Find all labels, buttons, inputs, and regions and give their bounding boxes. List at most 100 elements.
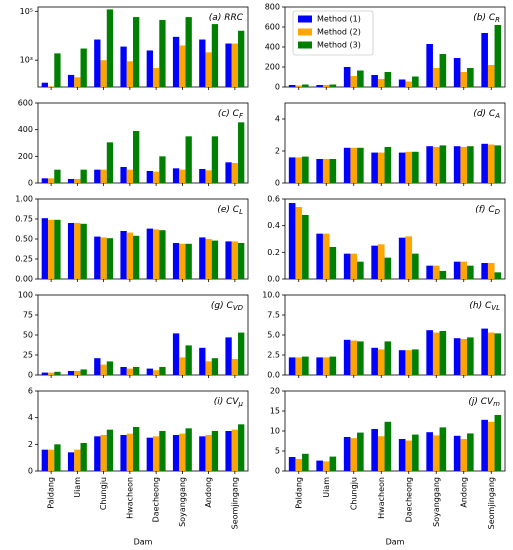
y-tick-label: 200 (18, 152, 33, 161)
bar (377, 152, 385, 183)
bar (133, 235, 140, 279)
y-tick-label: 100 (18, 291, 33, 300)
y-tick-label: 0.4 (267, 221, 280, 230)
panel-title-sub: VL (491, 304, 500, 312)
legend-swatch (298, 28, 312, 36)
bar (238, 243, 245, 279)
bar (211, 240, 219, 279)
legend-label: Method (2) (317, 28, 361, 37)
plot-frame (37, 6, 249, 88)
y-tick-label: 600 (18, 99, 33, 108)
y-tick-label: 0.2 (267, 248, 280, 257)
bar (47, 86, 55, 87)
bar (199, 169, 206, 183)
bar (405, 350, 413, 375)
y-tick-label: 600 (265, 23, 280, 32)
y-tick-label: 0.0 (267, 275, 280, 284)
bar (322, 357, 330, 375)
bar (467, 337, 474, 375)
y-tick-label: 0 (28, 371, 33, 380)
bar (199, 347, 206, 375)
bar (343, 147, 351, 183)
bar (126, 433, 134, 471)
y-tick-label: 5.0 (267, 331, 280, 340)
bar (199, 237, 206, 279)
bar (329, 356, 337, 375)
bar (133, 427, 140, 471)
panel: 0 2 4 6 Paldang Uiam Chungju Hwacheon Daecheong S… (28, 387, 249, 547)
bar (172, 435, 180, 471)
bar (460, 147, 468, 183)
plot-frame (284, 198, 506, 280)
bar (494, 272, 502, 279)
panel-title: (f) CD (475, 205, 500, 217)
bar (47, 178, 55, 183)
y-tick-label: 50 (23, 331, 33, 340)
y-tick-label: 0.75 (15, 215, 33, 224)
bar (295, 157, 303, 183)
y-tick-label: 0 (275, 179, 280, 188)
bar (94, 39, 101, 87)
bar (494, 333, 502, 375)
bar (384, 341, 392, 375)
bar (74, 77, 81, 87)
bar (74, 179, 81, 183)
bar (146, 171, 153, 183)
bar (432, 435, 440, 471)
bar (179, 433, 186, 471)
bar (302, 215, 309, 279)
legend-swatch (298, 15, 312, 23)
legend-box (292, 10, 374, 56)
y-tick-label: 0.00 (15, 275, 33, 284)
y-tick-label: 15 (270, 407, 280, 416)
bar (288, 457, 296, 471)
bar (41, 178, 48, 183)
bar (432, 68, 440, 87)
x-tick-label: Daecheong (404, 477, 413, 522)
y-tick-label: 0 (275, 83, 280, 92)
x-axis-label: Dam (386, 538, 405, 547)
panel: 0 25 50 75 100 (g) CVD (18, 291, 249, 380)
bar (487, 144, 495, 183)
y-tick-label: 7.5 (267, 311, 280, 320)
bar (172, 333, 180, 375)
y-tick-label: 0 (275, 467, 280, 476)
y-tick-label: 5 (275, 447, 280, 456)
bar (426, 146, 433, 183)
bar (74, 449, 81, 471)
bar (47, 449, 55, 471)
panel-title: (d) CA (473, 109, 500, 121)
bar (199, 436, 206, 471)
bar (179, 169, 186, 183)
x-tick-label: Seomjingang (487, 477, 496, 529)
bar (343, 253, 351, 279)
bar (494, 25, 502, 87)
bar (159, 367, 166, 375)
bar (405, 81, 413, 87)
bar (453, 58, 461, 87)
bar (412, 151, 419, 183)
bar (172, 36, 180, 87)
bar (384, 421, 392, 471)
panel-title-main: (f) C (475, 205, 495, 215)
bar (205, 239, 212, 279)
panel-title-sub: A (494, 112, 500, 120)
bar (398, 79, 406, 87)
bar (343, 67, 351, 87)
bar (426, 44, 433, 87)
bar (238, 332, 245, 375)
bar (377, 79, 385, 87)
x-tick-label: Chungju (349, 477, 358, 510)
bar (467, 433, 474, 471)
panel: 0 200 400 600 (c) CF (18, 99, 249, 188)
panel-title: (h) CVL (469, 301, 500, 313)
bar (94, 436, 101, 471)
bar (322, 85, 330, 87)
y-tick-label: 6 (28, 387, 33, 396)
panel-title-main: (c) C (218, 109, 240, 119)
bar (357, 147, 364, 183)
panel-title-main: (h) C (469, 301, 492, 311)
legend-label: Method (3) (317, 41, 361, 50)
x-tick-label: Soyanggang (178, 477, 187, 527)
panel: 0 5 10 15 20 Paldang Uiam Chungju Hwacheon Daeche… (270, 387, 506, 547)
